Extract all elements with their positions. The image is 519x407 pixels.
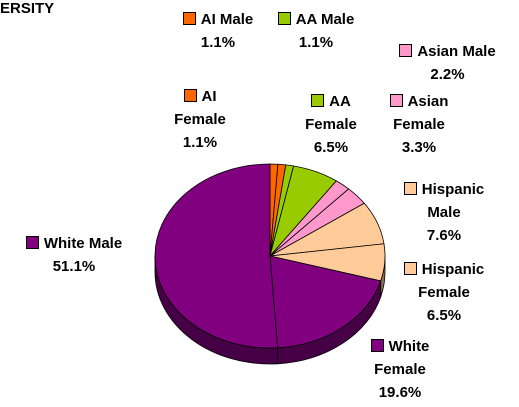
data-label: AA Female 6.5% (290, 90, 372, 159)
value-label: 7.6% (426, 227, 462, 244)
legend-swatch (182, 12, 196, 25)
legend-swatch (403, 182, 417, 195)
category-label: Hispanic Female (418, 261, 485, 301)
data-label: Asian Female 3.3% (378, 90, 460, 159)
value-label: 3.3% (401, 139, 437, 156)
legend-swatch (277, 12, 291, 25)
legend-swatch (389, 94, 403, 107)
value-label: 6.5% (313, 139, 349, 156)
value-label: 1.1% (298, 34, 334, 51)
legend-swatch (183, 89, 197, 102)
pie-slice (269, 255, 382, 349)
value-label: 51.1% (52, 258, 96, 275)
category-label: Hispanic Male (421, 181, 485, 221)
data-label: AI Female 1.1% (160, 85, 240, 154)
value-label: 1.1% (200, 34, 236, 51)
value-label: 2.2% (430, 66, 465, 83)
category-label: AI Female (174, 88, 226, 128)
data-label: Asian Male 2.2% (385, 40, 510, 86)
category-label: White Female (374, 338, 430, 378)
category-label: Asian Male (417, 43, 496, 60)
category-label: White Male (43, 235, 123, 252)
pie-slice (154, 163, 279, 349)
category-label: AA Female (305, 93, 357, 133)
data-label: Hispanic Female 6.5% (390, 258, 498, 327)
chart-title: ERSITY (0, 0, 55, 17)
data-label: AA Male 1.1% (276, 8, 356, 54)
legend-swatch (311, 94, 325, 107)
category-label: AI Male (200, 11, 254, 28)
value-label: 6.5% (426, 307, 462, 324)
legend-swatch (399, 44, 413, 57)
value-label: 1.1% (182, 134, 218, 151)
category-label: Asian Female (393, 93, 449, 133)
data-label: AI Male 1.1% (178, 8, 258, 54)
value-label: 19.6% (378, 384, 422, 401)
data-label: Hispanic Male 7.6% (390, 178, 498, 247)
category-label: AA Male (295, 11, 355, 28)
data-label: White Male 51.1% (4, 232, 144, 278)
legend-swatch (370, 339, 384, 352)
legend-swatch (25, 236, 39, 249)
legend-swatch (403, 262, 417, 275)
data-label: White Female 19.6% (345, 335, 455, 404)
